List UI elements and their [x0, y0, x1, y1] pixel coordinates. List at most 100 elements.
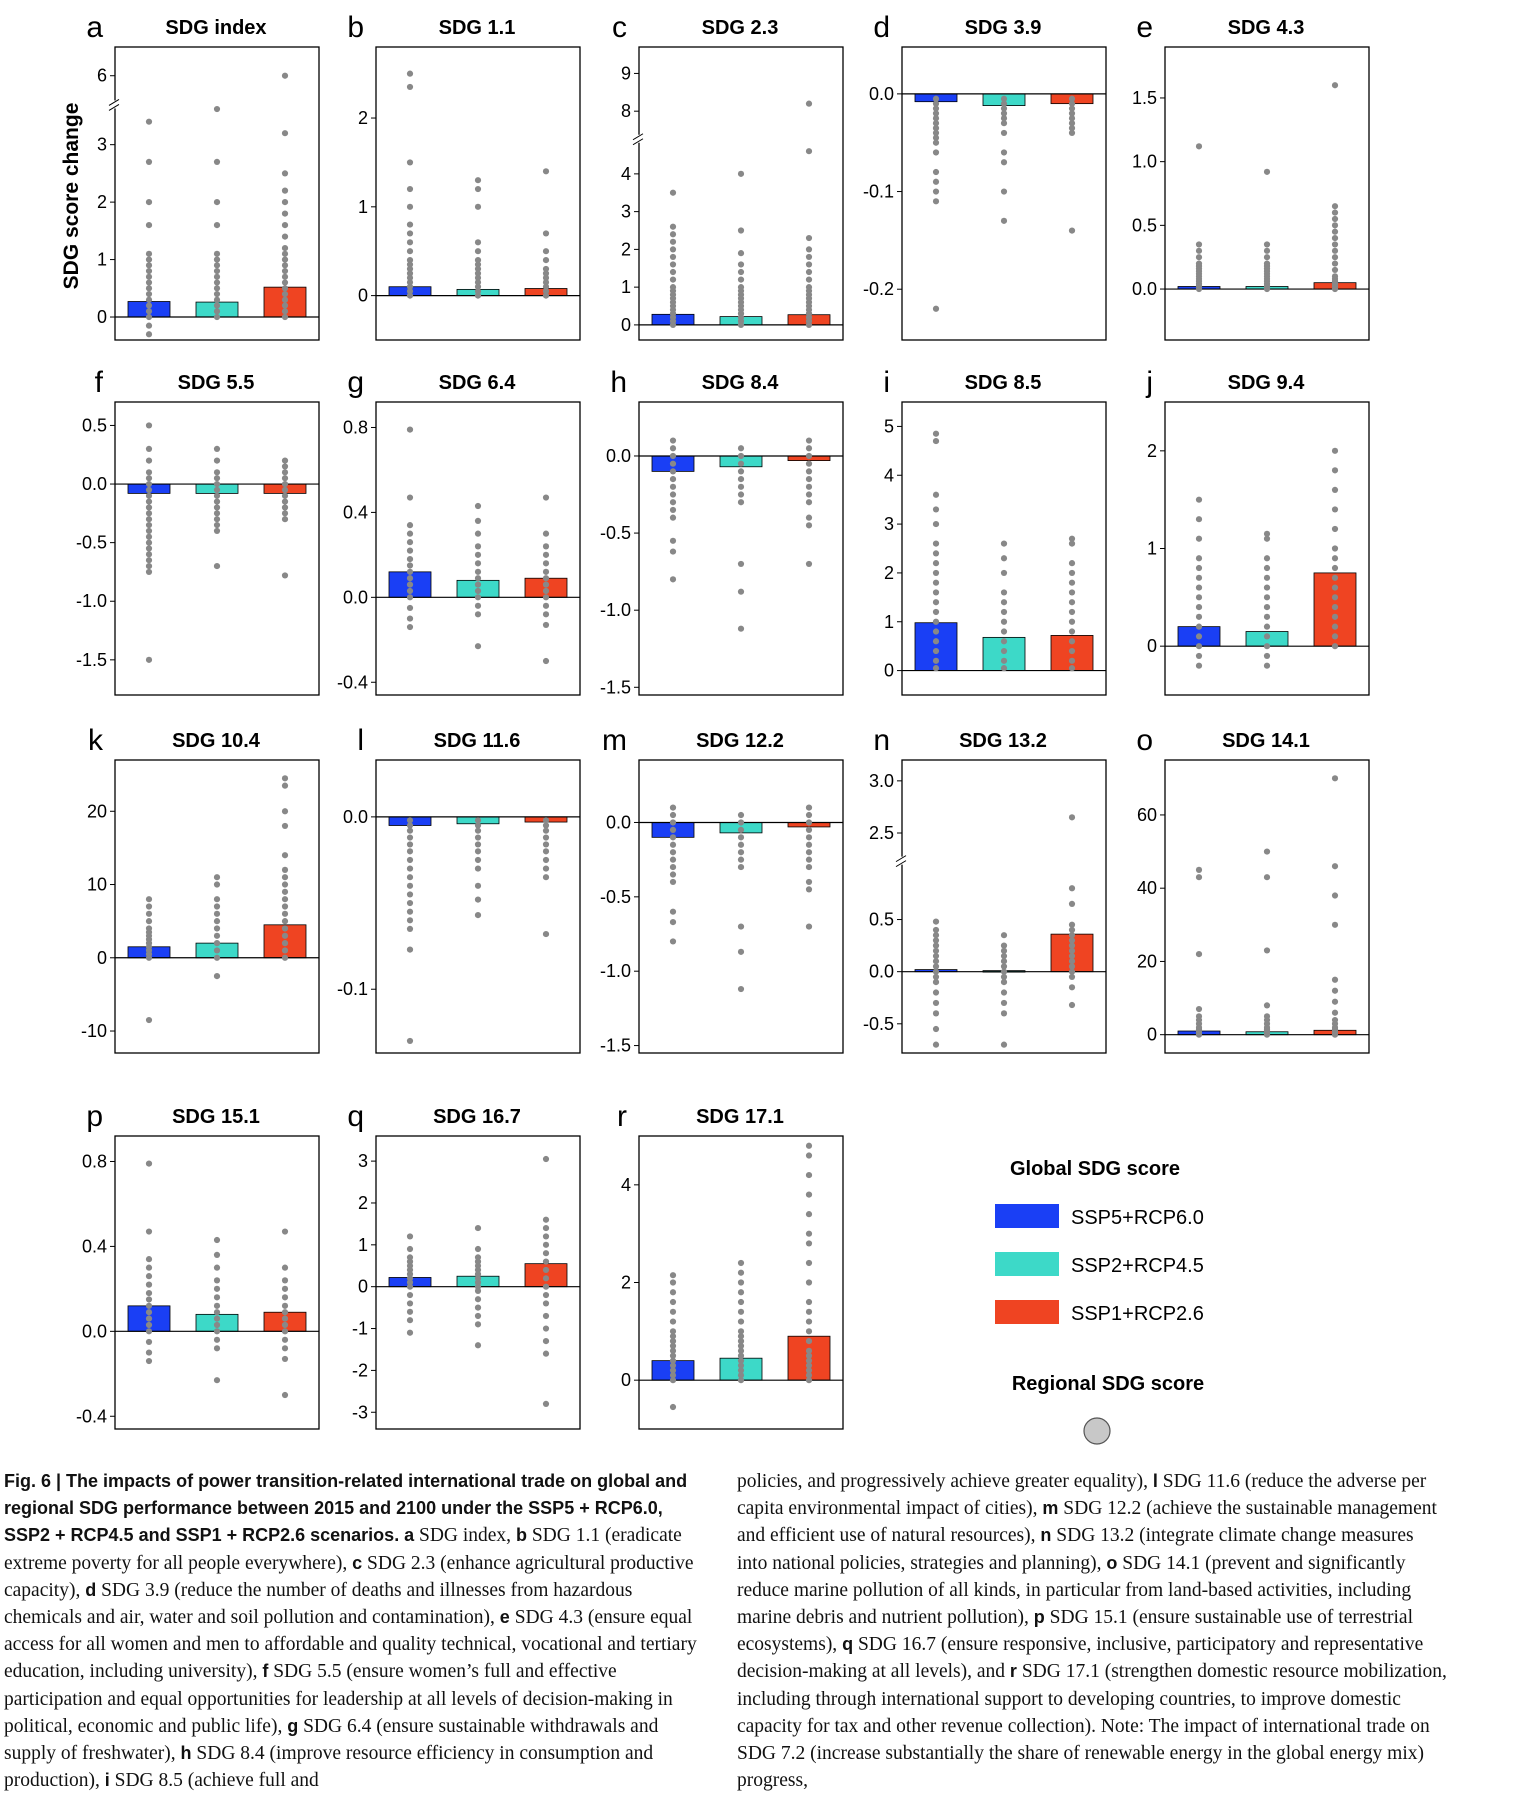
- regional-point: [932, 129, 940, 137]
- regional-point: [542, 841, 550, 848]
- regional-point: [145, 533, 153, 540]
- regional-point: [213, 1309, 221, 1316]
- regional-point: [145, 221, 153, 229]
- regional-point: [542, 530, 550, 537]
- regional-point: [737, 452, 745, 460]
- regional-point: [1068, 1001, 1076, 1009]
- regional-point: [932, 168, 940, 176]
- y-tick-label: 0.0: [343, 807, 368, 827]
- regional-point: [805, 476, 813, 483]
- y-tick-label: 0.0: [606, 446, 631, 466]
- regional-point: [737, 227, 745, 234]
- regional-point: [145, 290, 153, 298]
- regional-point: [669, 468, 677, 475]
- regional-point: [542, 827, 550, 834]
- regional-point: [281, 233, 289, 240]
- y-tick-label: -1.0: [600, 961, 631, 981]
- regional-point: [669, 1338, 677, 1345]
- regional-point: [932, 618, 940, 625]
- panel-n: -0.5 0.0 0.5 2.5 3.0 n SDG 13.2: [863, 724, 1107, 1054]
- regional-point: [406, 562, 414, 569]
- regional-point: [932, 958, 940, 965]
- panel-title: SDG 17.1: [696, 1106, 784, 1128]
- y-tick-label: 0: [358, 1277, 368, 1297]
- regional-point: [1195, 623, 1203, 630]
- regional-point: [213, 1236, 221, 1244]
- regional-point: [474, 1224, 482, 1232]
- regional-point: [932, 149, 940, 156]
- y-tick-label: 2: [621, 239, 631, 259]
- regional-point: [474, 1245, 482, 1253]
- regional-point: [1195, 516, 1203, 523]
- regional-point: [805, 560, 813, 568]
- regional-point: [406, 203, 414, 210]
- y-tick-label: 0.8: [343, 417, 368, 437]
- regional-point: [406, 908, 414, 915]
- regional-point: [737, 491, 745, 498]
- regional-point: [406, 1317, 414, 1324]
- panel-title: SDG 3.9: [965, 17, 1042, 39]
- regional-point: [1068, 560, 1076, 567]
- regional-point: [474, 817, 482, 824]
- regional-point: [669, 576, 677, 583]
- regional-point: [669, 238, 677, 245]
- regional-point: [542, 1400, 550, 1407]
- regional-point: [1068, 984, 1076, 991]
- panel-letter: a: [86, 11, 103, 44]
- regional-point: [406, 581, 414, 588]
- regional-point: [805, 483, 813, 490]
- regional-point: [145, 910, 153, 917]
- regional-point: [145, 568, 153, 576]
- regional-point: [406, 283, 414, 290]
- y-tick-label: 1: [358, 197, 368, 217]
- regional-point: [932, 124, 940, 132]
- regional-point: [213, 881, 221, 888]
- legend-label: SSP1+RCP2.6: [1071, 1303, 1204, 1325]
- y-tick-label: 8: [621, 101, 631, 121]
- regional-point: [542, 1283, 550, 1290]
- regional-point: [669, 804, 677, 811]
- regional-point: [281, 954, 289, 961]
- regional-point: [542, 1291, 550, 1299]
- regional-point: [932, 628, 940, 635]
- panel-m: -1.5 -1.0 -0.5 0.0 m SDG 12.2: [600, 724, 844, 1056]
- regional-point: [281, 308, 289, 315]
- regional-point: [805, 491, 813, 498]
- regional-point: [474, 1312, 482, 1320]
- regional-point: [1331, 234, 1339, 242]
- y-tick-label: -0.5: [600, 887, 631, 907]
- regional-point: [213, 510, 221, 517]
- caption-left-text-3: SDG 2.3 (enhance agricultural productive…: [4, 1552, 694, 1601]
- panel-letter: k: [88, 724, 104, 757]
- regional-point: [145, 1328, 153, 1335]
- panel-b: 0 1 2 b SDG 1.1: [347, 11, 581, 341]
- regional-point: [145, 267, 153, 275]
- regional-point: [542, 1241, 550, 1248]
- regional-point: [474, 279, 482, 286]
- regional-point: [474, 1321, 482, 1328]
- regional-point: [474, 1342, 482, 1349]
- y-tick-label: 0.0: [343, 587, 368, 607]
- regional-point: [737, 468, 745, 475]
- panel-title: SDG 9.4: [1228, 372, 1306, 394]
- regional-point: [1068, 599, 1076, 606]
- caption-left-text-6: SDG 5.5 (ensure women’s full and effecti…: [4, 1661, 673, 1737]
- panel-letter: p: [86, 1100, 103, 1133]
- regional-point: [932, 95, 940, 102]
- regional-point: [805, 1211, 813, 1218]
- y-tick-label: 0: [621, 315, 631, 335]
- panel-letter: g: [347, 366, 364, 399]
- y-tick-label: 1.0: [1132, 152, 1157, 172]
- regional-point: [542, 283, 550, 290]
- regional-point: [669, 1333, 677, 1340]
- regional-point: [213, 250, 221, 257]
- legend-label: SSP5+RCP6.0: [1071, 1207, 1204, 1229]
- panel-j: 0 1 2 j SDG 9.4: [1145, 366, 1370, 696]
- regional-point: [932, 932, 940, 939]
- regional-point: [805, 856, 813, 863]
- regional-point: [737, 170, 745, 177]
- regional-point: [932, 110, 940, 117]
- regional-point: [145, 925, 153, 932]
- regional-point: [145, 1273, 153, 1280]
- regional-point: [281, 1309, 289, 1316]
